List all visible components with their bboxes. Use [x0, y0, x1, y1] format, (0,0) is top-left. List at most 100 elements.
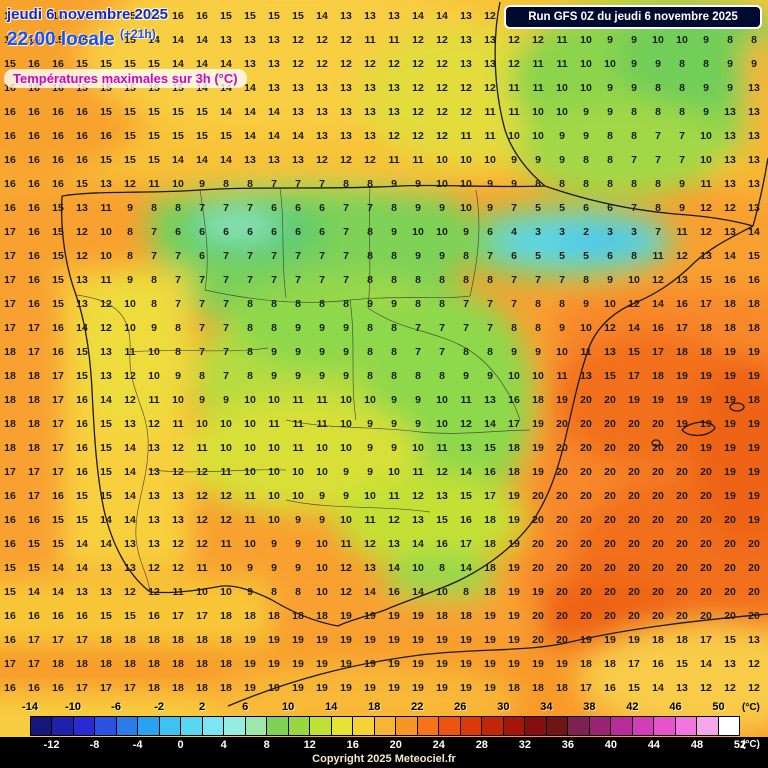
temp-value: 19	[652, 393, 664, 406]
temp-value: 16	[4, 537, 16, 550]
legend-tick-bottom: 4	[220, 739, 227, 751]
temp-value: 8	[679, 57, 685, 70]
temp-value: 8	[439, 369, 445, 382]
legend-tick-bottom: 12	[303, 739, 316, 751]
temp-value: 10	[196, 417, 208, 430]
temp-value: 13	[76, 585, 88, 598]
temp-value: 19	[724, 393, 736, 406]
temp-value: 20	[556, 561, 568, 574]
temp-value: 12	[412, 105, 424, 118]
temp-value: 11	[220, 537, 232, 550]
temp-value: 9	[319, 345, 325, 358]
temp-value: 12	[700, 225, 712, 238]
temp-value: 17	[628, 369, 640, 382]
temp-value: 8	[271, 297, 277, 310]
temp-value: 20	[700, 537, 712, 550]
temp-value: 18	[4, 369, 16, 382]
temp-value: 12	[388, 57, 400, 70]
temp-value: 19	[556, 657, 568, 670]
temp-value: 16	[388, 585, 400, 598]
temp-value: 12	[628, 297, 640, 310]
temp-value: 12	[436, 465, 448, 478]
temp-value: 16	[52, 105, 64, 118]
temp-value: 10	[340, 417, 352, 430]
temp-value: 18	[508, 681, 520, 694]
temp-value: 18	[604, 657, 616, 670]
temp-value: 11	[340, 537, 352, 550]
temp-value: 20	[532, 489, 544, 502]
temp-value: 6	[175, 225, 181, 238]
temp-value: 7	[631, 201, 637, 214]
temp-value: 8	[487, 345, 493, 358]
temp-value: 13	[748, 81, 760, 94]
temp-value: 8	[127, 249, 133, 262]
temp-value: 12	[388, 513, 400, 526]
temp-value: 13	[292, 105, 304, 118]
temp-value: 8	[175, 345, 181, 358]
temp-value: 7	[199, 273, 205, 286]
temp-value: 12	[508, 33, 520, 46]
legend-tick-top: 38	[583, 701, 596, 713]
temp-value: 7	[343, 273, 349, 286]
temp-value: 12	[196, 537, 208, 550]
temp-value: 17	[4, 273, 16, 286]
temp-value: 7	[223, 345, 229, 358]
temp-value: 12	[532, 33, 544, 46]
temp-value: 11	[412, 153, 424, 166]
temp-value: 17	[28, 489, 40, 502]
legend-tick-top: 26	[454, 701, 467, 713]
temp-value: 11	[124, 345, 136, 358]
temp-value: 10	[244, 465, 256, 478]
temp-value: 14	[100, 513, 112, 526]
legend-tick-bottom: 32	[518, 739, 531, 751]
temp-value: 13	[580, 369, 592, 382]
temp-value: 7	[151, 225, 157, 238]
temp-value: 10	[436, 393, 448, 406]
temp-value: 20	[748, 537, 760, 550]
temp-value: 20	[748, 609, 760, 622]
temp-value: 15	[124, 9, 136, 22]
temp-value: 12	[388, 129, 400, 142]
temp-value: 16	[28, 33, 40, 46]
temp-value: 18	[28, 441, 40, 454]
temp-value: 15	[292, 9, 304, 22]
temp-value: 19	[412, 609, 424, 622]
temp-value: 19	[532, 657, 544, 670]
temp-value: 19	[268, 657, 280, 670]
temp-value: 13	[340, 129, 352, 142]
temp-value: 16	[4, 129, 16, 142]
temp-value: 16	[52, 321, 64, 334]
temp-value: 8	[463, 585, 469, 598]
temp-value: 10	[268, 465, 280, 478]
temp-value: 15	[604, 369, 616, 382]
temp-value: 14	[220, 105, 232, 118]
temp-value: 9	[223, 393, 229, 406]
temp-value: 8	[559, 177, 565, 190]
temp-value: 13	[748, 633, 760, 646]
temp-value: 10	[700, 153, 712, 166]
temp-value: 9	[703, 105, 709, 118]
temp-value: 7	[223, 369, 229, 382]
legend-tick-bottom: -12	[43, 739, 60, 751]
temp-value: 9	[295, 513, 301, 526]
temp-value: 11	[460, 393, 472, 406]
temp-value: 17	[28, 321, 40, 334]
temp-value: 10	[460, 153, 472, 166]
temp-value: 9	[343, 465, 349, 478]
temp-value: 10	[436, 585, 448, 598]
temp-value: 10	[100, 249, 112, 262]
temp-value: 10	[412, 561, 424, 574]
legend-cell	[546, 717, 569, 735]
legend-cell	[675, 717, 698, 735]
temp-value: 16	[28, 249, 40, 262]
temp-value: 10	[316, 561, 328, 574]
temp-value: 14	[76, 9, 88, 22]
temp-value: 10	[700, 129, 712, 142]
temp-value: 14	[364, 585, 376, 598]
temp-value: 10	[412, 441, 424, 454]
temp-value: 7	[655, 129, 661, 142]
legend-cell	[331, 717, 354, 735]
temp-value: 8	[367, 273, 373, 286]
temp-value: 9	[559, 321, 565, 334]
temp-value: 19	[316, 657, 328, 670]
